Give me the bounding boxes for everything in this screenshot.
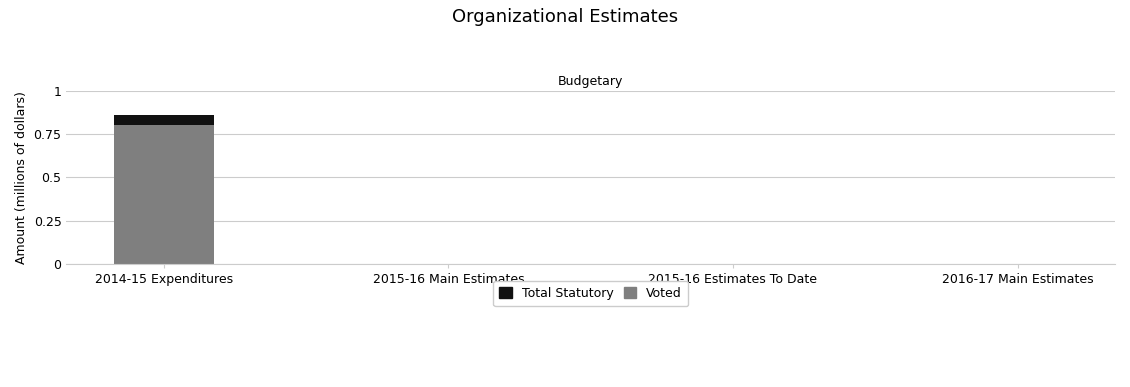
Bar	[114, 115, 214, 125]
Text: Organizational Estimates: Organizational Estimates	[452, 8, 678, 26]
Y-axis label: Amount (millions of dollars): Amount (millions of dollars)	[15, 91, 28, 264]
Title: Budgetary: Budgetary	[558, 75, 624, 88]
Legend: Total Statutory, Voted: Total Statutory, Voted	[493, 281, 688, 306]
Bar	[114, 125, 214, 264]
